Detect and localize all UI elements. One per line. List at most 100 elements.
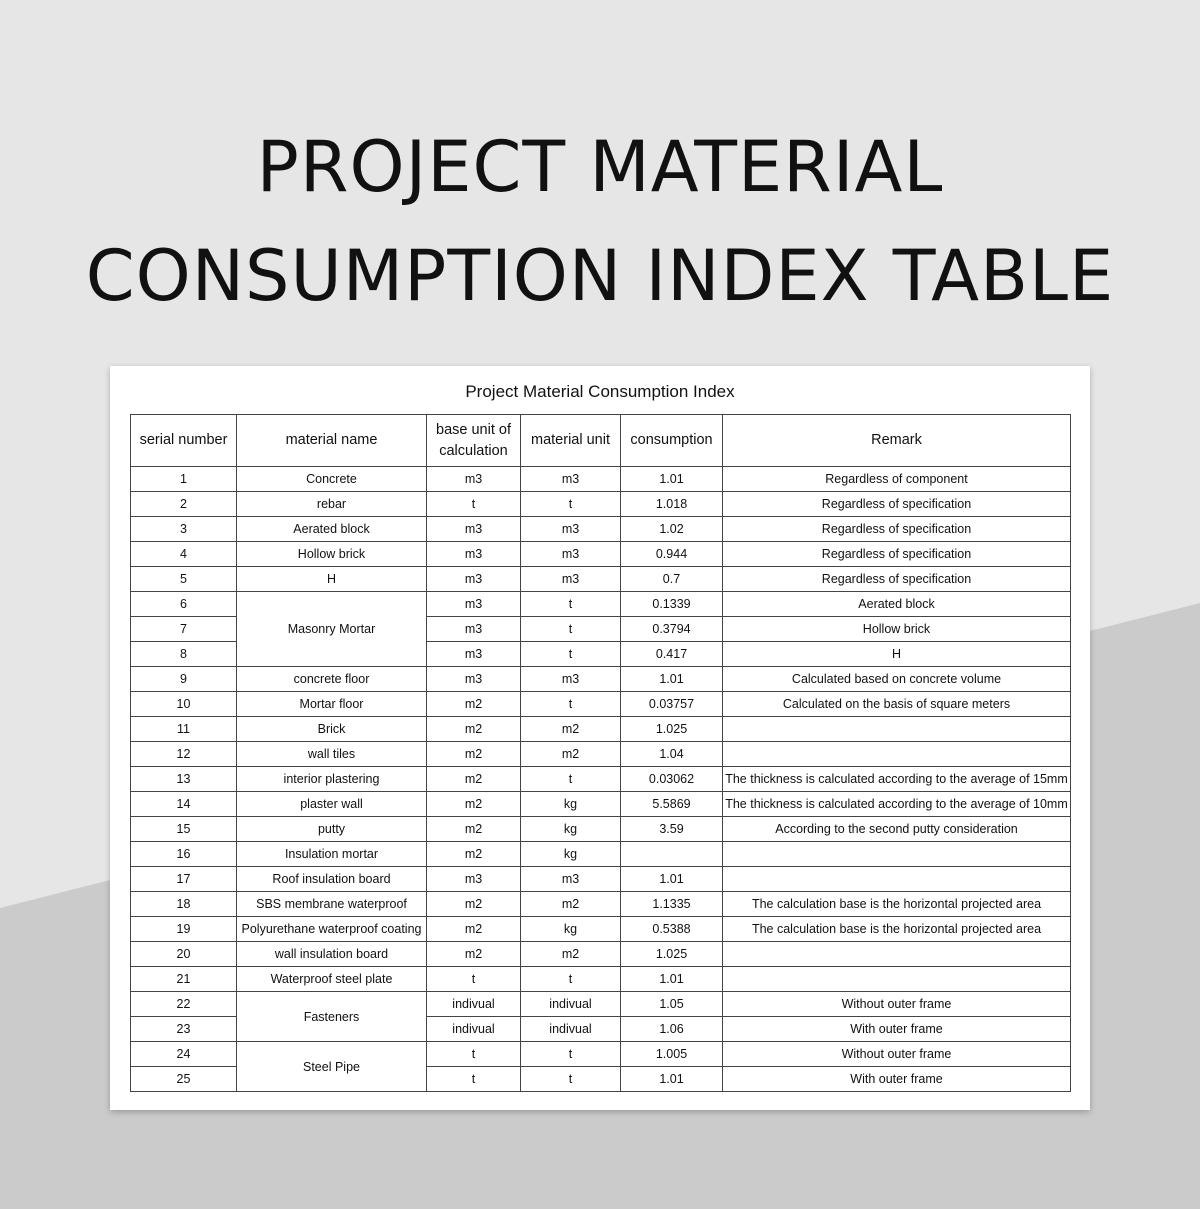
cell-material-unit[interactable]: indivual [520, 1016, 621, 1042]
cell-remark[interactable]: Without outer frame [722, 991, 1071, 1017]
cell-consumption[interactable]: 0.1339 [620, 591, 723, 617]
cell-base-unit[interactable]: m3 [426, 541, 521, 567]
cell-material-name[interactable]: rebar [236, 491, 427, 517]
cell-material-unit[interactable]: indivual [520, 991, 621, 1017]
cell-serial-number[interactable]: 14 [130, 791, 237, 817]
cell-serial-number[interactable]: 20 [130, 941, 237, 967]
cell-consumption[interactable]: 3.59 [620, 816, 723, 842]
cell-material-name[interactable]: Polyurethane waterproof coating [236, 916, 427, 942]
cell-consumption[interactable]: 0.3794 [620, 616, 723, 642]
cell-remark[interactable] [722, 941, 1071, 967]
cell-remark[interactable] [722, 841, 1071, 867]
cell-material-name[interactable]: Steel Pipe [236, 1041, 427, 1092]
cell-material-name[interactable]: Roof insulation board [236, 866, 427, 892]
cell-material-unit[interactable]: m3 [520, 866, 621, 892]
cell-material-unit[interactable]: t [520, 766, 621, 792]
cell-serial-number[interactable]: 5 [130, 566, 237, 592]
cell-base-unit[interactable]: m2 [426, 766, 521, 792]
cell-serial-number[interactable]: 10 [130, 691, 237, 717]
cell-material-name[interactable]: SBS membrane waterproof [236, 891, 427, 917]
cell-remark[interactable]: With outer frame [722, 1016, 1071, 1042]
cell-material-unit[interactable]: m3 [520, 666, 621, 692]
cell-remark[interactable] [722, 741, 1071, 767]
cell-material-unit[interactable]: m2 [520, 741, 621, 767]
cell-base-unit[interactable]: m3 [426, 516, 521, 542]
header-serial-number[interactable]: serial number [130, 414, 237, 467]
cell-serial-number[interactable]: 11 [130, 716, 237, 742]
cell-consumption[interactable]: 0.417 [620, 641, 723, 667]
header-material-unit[interactable]: material unit [520, 414, 621, 467]
cell-consumption[interactable]: 0.03757 [620, 691, 723, 717]
cell-serial-number[interactable]: 25 [130, 1066, 237, 1092]
cell-consumption[interactable]: 1.05 [620, 991, 723, 1017]
cell-serial-number[interactable]: 16 [130, 841, 237, 867]
cell-consumption[interactable]: 0.944 [620, 541, 723, 567]
cell-consumption[interactable]: 5.5869 [620, 791, 723, 817]
cell-remark[interactable]: Calculated based on concrete volume [722, 666, 1071, 692]
cell-consumption[interactable]: 1.1335 [620, 891, 723, 917]
cell-base-unit[interactable]: m2 [426, 791, 521, 817]
cell-base-unit[interactable]: m3 [426, 866, 521, 892]
header-consumption[interactable]: consumption [620, 414, 723, 467]
cell-material-name[interactable]: Concrete [236, 466, 427, 492]
cell-base-unit[interactable]: m2 [426, 741, 521, 767]
cell-material-unit[interactable]: m3 [520, 516, 621, 542]
cell-consumption[interactable]: 1.01 [620, 966, 723, 992]
cell-material-name[interactable]: concrete floor [236, 666, 427, 692]
cell-remark[interactable]: Regardless of specification [722, 541, 1071, 567]
header-remark[interactable]: Remark [722, 414, 1071, 467]
cell-remark[interactable]: According to the second putty considerat… [722, 816, 1071, 842]
cell-material-name[interactable]: Masonry Mortar [236, 591, 427, 667]
cell-base-unit[interactable]: m2 [426, 716, 521, 742]
cell-serial-number[interactable]: 13 [130, 766, 237, 792]
cell-material-unit[interactable]: t [520, 491, 621, 517]
cell-material-unit[interactable]: t [520, 1066, 621, 1092]
cell-material-unit[interactable]: kg [520, 816, 621, 842]
cell-consumption[interactable]: 1.01 [620, 1066, 723, 1092]
cell-consumption[interactable]: 1.025 [620, 941, 723, 967]
cell-consumption[interactable]: 1.01 [620, 866, 723, 892]
cell-serial-number[interactable]: 1 [130, 466, 237, 492]
cell-serial-number[interactable]: 8 [130, 641, 237, 667]
header-material-name[interactable]: material name [236, 414, 427, 467]
header-base-unit[interactable]: base unit of calculation [426, 414, 521, 467]
cell-material-name[interactable]: wall insulation board [236, 941, 427, 967]
cell-material-name[interactable]: Mortar floor [236, 691, 427, 717]
cell-remark[interactable]: Calculated on the basis of square meters [722, 691, 1071, 717]
cell-material-unit[interactable]: t [520, 641, 621, 667]
cell-consumption[interactable]: 1.06 [620, 1016, 723, 1042]
cell-remark[interactable]: The thickness is calculated according to… [722, 791, 1071, 817]
cell-serial-number[interactable]: 2 [130, 491, 237, 517]
cell-remark[interactable]: Regardless of component [722, 466, 1071, 492]
cell-material-unit[interactable]: kg [520, 916, 621, 942]
cell-serial-number[interactable]: 24 [130, 1041, 237, 1067]
cell-serial-number[interactable]: 9 [130, 666, 237, 692]
cell-base-unit[interactable]: t [426, 1041, 521, 1067]
cell-serial-number[interactable]: 15 [130, 816, 237, 842]
cell-serial-number[interactable]: 17 [130, 866, 237, 892]
cell-serial-number[interactable]: 4 [130, 541, 237, 567]
cell-remark[interactable]: H [722, 641, 1071, 667]
cell-remark[interactable]: Without outer frame [722, 1041, 1071, 1067]
cell-material-name[interactable]: H [236, 566, 427, 592]
cell-material-name[interactable]: wall tiles [236, 741, 427, 767]
cell-base-unit[interactable]: indivual [426, 1016, 521, 1042]
cell-base-unit[interactable]: m3 [426, 466, 521, 492]
cell-base-unit[interactable]: m3 [426, 641, 521, 667]
cell-base-unit[interactable]: t [426, 1066, 521, 1092]
cell-base-unit[interactable]: m3 [426, 666, 521, 692]
cell-base-unit[interactable]: m3 [426, 616, 521, 642]
cell-remark[interactable]: With outer frame [722, 1066, 1071, 1092]
cell-base-unit[interactable]: indivual [426, 991, 521, 1017]
cell-remark[interactable]: Aerated block [722, 591, 1071, 617]
cell-serial-number[interactable]: 18 [130, 891, 237, 917]
cell-material-unit[interactable]: kg [520, 791, 621, 817]
cell-consumption[interactable]: 0.5388 [620, 916, 723, 942]
cell-material-name[interactable]: Aerated block [236, 516, 427, 542]
cell-serial-number[interactable]: 21 [130, 966, 237, 992]
cell-remark[interactable]: The thickness is calculated according to… [722, 766, 1071, 792]
cell-material-unit[interactable]: m3 [520, 466, 621, 492]
cell-remark[interactable] [722, 966, 1071, 992]
cell-serial-number[interactable]: 23 [130, 1016, 237, 1042]
cell-material-name[interactable]: putty [236, 816, 427, 842]
